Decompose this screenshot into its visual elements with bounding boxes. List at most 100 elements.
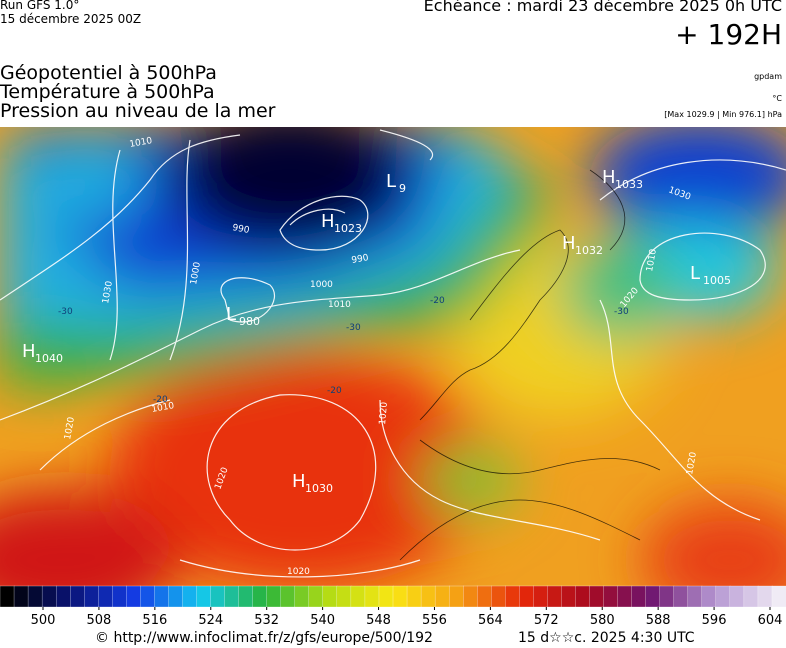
colorbar-swatch	[41, 585, 57, 608]
unit: [Max 1029.9 | Min 976.1] hPa	[664, 110, 782, 119]
colorbar-swatch	[533, 585, 549, 608]
colorbar: 500 508 516 524 532 540 548 556 564 572 580 588 596 6…	[0, 585, 786, 628]
colorbar-swatch	[715, 585, 731, 608]
isobar-label: 1000	[310, 280, 333, 290]
field	[0, 127, 786, 586]
colorbar-swatch	[547, 585, 563, 608]
isobar-label: 1020	[378, 401, 390, 425]
colorbar-swatch	[448, 585, 464, 608]
colorbar-swatch	[420, 585, 436, 608]
colorbar-swatch	[84, 585, 99, 608]
center-letter: H	[602, 167, 616, 188]
colorbar-swatch	[491, 585, 506, 608]
colorbar-label: 508	[87, 613, 112, 628]
colorbar-swatch	[336, 585, 352, 608]
temperature-label: -30	[346, 323, 361, 333]
center-letter: H	[321, 211, 335, 232]
colorbar-swatch	[631, 585, 647, 608]
colorbar-swatch	[617, 585, 633, 608]
colorbar-swatch	[280, 585, 296, 608]
colorbar-swatch	[477, 585, 492, 608]
isobar-label: 990	[231, 223, 250, 236]
run-label: Run GFS 1.0°	[0, 0, 80, 12]
colorbar-swatch	[140, 585, 156, 608]
colorbar-swatch	[55, 585, 71, 608]
colorbar-label: 588	[646, 613, 671, 628]
colorbar-swatch	[463, 585, 478, 608]
colorbar-label: 580	[590, 613, 615, 628]
lead-time: + 192H	[675, 18, 782, 51]
colorbar-swatch	[238, 585, 254, 608]
isobar-label: 1010	[129, 136, 154, 150]
center-letter: H	[22, 341, 36, 362]
colorbar-label: 516	[142, 613, 167, 628]
colorbar-label: 532	[254, 613, 279, 628]
center-value: 1033	[615, 178, 643, 191]
colorbar-swatch	[589, 585, 605, 608]
center-letter: L	[690, 263, 700, 284]
colorbar-label: 524	[198, 613, 223, 628]
colorbar-swatch	[645, 585, 661, 608]
colorbar-swatch	[378, 585, 394, 608]
colorbar-label: 500	[31, 613, 56, 628]
center-value: 9	[399, 182, 406, 195]
colorbar-swatch	[701, 585, 717, 608]
isobar-label: 1020	[685, 451, 699, 476]
center-value: 1040	[35, 352, 63, 365]
colorbar-swatch	[771, 585, 786, 608]
center-value: 980	[239, 315, 260, 328]
colorbar-swatch	[224, 585, 240, 608]
colorbar-swatch	[575, 585, 591, 608]
colorbar-swatch	[0, 585, 15, 608]
colorbar-swatch	[70, 585, 85, 608]
colorbar-swatch	[687, 585, 703, 608]
colorbar-swatch	[406, 585, 422, 608]
colorbar-swatch	[308, 585, 324, 608]
colorbar-swatch	[505, 585, 520, 608]
colorbar-swatch	[350, 585, 366, 608]
colorbar-swatch	[13, 585, 29, 608]
colorbar-swatch	[757, 585, 773, 608]
isobar-label: 1020	[287, 567, 310, 577]
colorbar-swatch	[364, 585, 380, 608]
colorbar-label: 564	[478, 613, 503, 628]
colorbar-swatch	[126, 585, 142, 608]
colorbar-swatch	[210, 585, 226, 608]
unit: °C	[772, 94, 782, 103]
center-value: 1005	[703, 274, 731, 287]
colorbar-label: 556	[422, 613, 447, 628]
center-letter: H	[292, 471, 306, 492]
temperature-label: -20	[327, 386, 342, 396]
colorbar-swatch	[673, 585, 689, 608]
colorbar-swatch	[294, 585, 310, 608]
colorbar-swatch	[27, 585, 43, 608]
colorbar-label: 572	[534, 613, 559, 628]
colorbar-swatch	[252, 585, 268, 608]
colorbar-swatch	[112, 585, 127, 608]
colorbar-label: 596	[702, 613, 727, 628]
colorbar-swatch	[196, 585, 212, 608]
footer-source: © http://www.infoclimat.fr/z/gfs/europe/…	[95, 630, 433, 646]
temperature-label: -20	[430, 296, 445, 306]
center-value: 1032	[575, 244, 603, 257]
colorbar-swatch	[392, 585, 408, 608]
isobar-label: 1010	[328, 300, 351, 310]
isobar-label: 1020	[63, 416, 77, 441]
colorbar-label: 604	[758, 613, 783, 628]
colorbar-swatch	[98, 585, 113, 608]
layer-title: Géopotentiel à 500hPa	[0, 62, 217, 84]
colorbar-swatch	[266, 585, 282, 608]
center-value: 1023	[334, 222, 362, 235]
center-letter: L	[226, 304, 236, 325]
footer-time: 15 d☆☆c. 2025 4:30 UTC	[518, 630, 695, 646]
colorbar-swatch	[519, 585, 535, 608]
colorbar-swatch	[434, 585, 450, 608]
colorbar-swatch	[743, 585, 759, 608]
center-letter: H	[562, 233, 576, 254]
echeance: Echéance : mardi 23 décembre 2025 0h UTC	[423, 0, 782, 15]
colorbar-label: 548	[366, 613, 391, 628]
isobar-label: 1010	[645, 248, 659, 273]
colorbar-swatch	[561, 585, 577, 608]
